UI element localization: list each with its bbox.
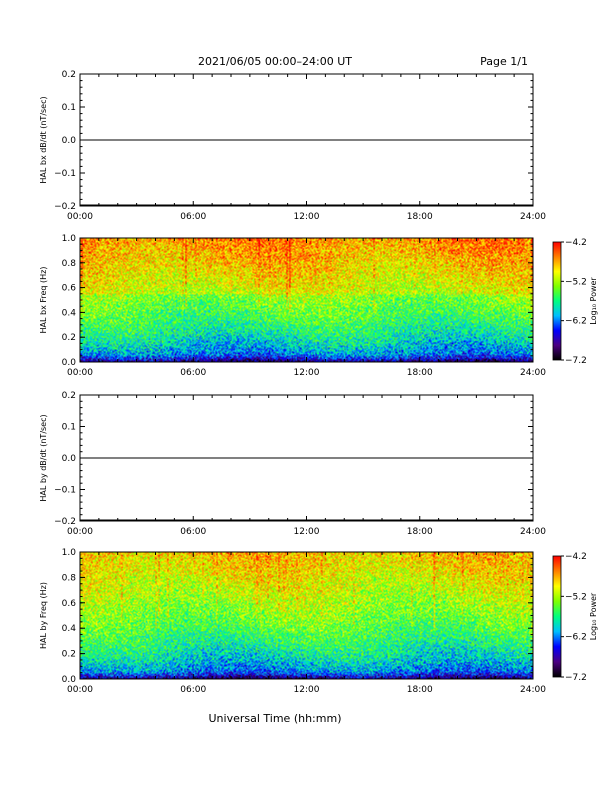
y-tick-label: 1.0 (62, 548, 77, 558)
x-tick-label: 12:00 (294, 527, 320, 537)
x-tick-label: 00:00 (67, 368, 93, 378)
y-tick-label: 0.1 (62, 103, 76, 113)
colorbar-label: Log₁₀ Power (589, 277, 598, 325)
spectrogram-image (80, 238, 533, 362)
y-tick-label: 0.0 (62, 454, 77, 464)
y-tick-label: −0.1 (54, 486, 76, 496)
y-tick-label: 0.2 (62, 70, 76, 80)
spectrogram-image (80, 552, 533, 679)
x-tick-label: 18:00 (407, 368, 433, 378)
colorbar-tick-label: −4.2 (565, 552, 587, 562)
colorbar-tick-label: −5.2 (565, 277, 587, 287)
colorbar-tick-label: −6.2 (565, 317, 587, 327)
panels-group: 00:00 06:00 12:00 18:00 24:00 0.2 0.1 0.0 −0.1 −0… (39, 70, 598, 695)
y-tick-label: 0.6 (62, 599, 77, 609)
y-tick-label: −0.2 (54, 517, 76, 527)
y-tick-label: 0.4 (62, 308, 77, 318)
y-axis-label: HAL by dB/dt (nT/sec) (39, 414, 48, 501)
panel-1: 00:00 06:00 12:00 18:00 24:00 0.2 0.1 0.0 −0.1 −0… (39, 70, 546, 222)
x-tick-label: 18:00 (407, 527, 433, 537)
y-tick-label: 1.0 (62, 234, 77, 244)
y-axis-label: HAL by Freq (Hz) (39, 582, 48, 649)
y-tick-label: 0.6 (62, 284, 77, 294)
x-axis-title: Universal Time (hh:mm) (209, 712, 342, 725)
y-tick-label: 0.0 (62, 136, 77, 146)
y-tick-label: 0.0 (62, 358, 77, 368)
x-tick-label: 06:00 (180, 368, 206, 378)
y-tick-label: 0.2 (62, 333, 76, 343)
y-tick-label: 0.2 (62, 650, 76, 660)
x-tick-label: 24:00 (520, 368, 546, 378)
colorbar-label: Log₁₀ Power (589, 592, 598, 640)
x-tick-label: 06:00 (180, 212, 206, 222)
y-tick-label: −0.1 (54, 169, 76, 179)
x-tick-label: 24:00 (520, 685, 546, 695)
x-tick-label: 00:00 (67, 527, 93, 537)
colorbar-tick-label: −5.2 (565, 592, 587, 602)
panel-2: −4.2 −5.2 −6.2 −7.2 Log₁₀ Power 00:00 06:00 12:… (39, 234, 598, 378)
x-tick-label: 18:00 (407, 685, 433, 695)
colorbar-tick-label: −4.2 (565, 238, 587, 248)
y-tick-label: 0.4 (62, 624, 77, 634)
header-title: 2021/06/05 00:00–24:00 UT (198, 55, 352, 68)
x-tick-label: 24:00 (520, 527, 546, 537)
panel-3: 00:00 06:00 12:00 18:00 24:00 0.2 0.1 0.0 −0.1 −0… (39, 391, 546, 537)
y-tick-label: −0.2 (54, 202, 76, 212)
panel-4: −4.2 −5.2 −6.2 −7.2 Log₁₀ Power 00:00 06:00 12:… (39, 548, 598, 695)
header-page: Page 1/1 (480, 55, 528, 68)
colorbar-tick-label: −7.2 (565, 673, 587, 683)
y-axis-label: HAL bx dB/dt (nT/sec) (39, 96, 48, 183)
x-tick-label: 12:00 (294, 685, 320, 695)
colorbar (552, 555, 562, 678)
x-tick-label: 12:00 (294, 368, 320, 378)
colorbar-tick-label: −6.2 (565, 633, 587, 643)
x-tick-label: 06:00 (180, 685, 206, 695)
y-tick-label: 0.8 (62, 573, 77, 583)
x-tick-label: 06:00 (180, 527, 206, 537)
y-tick-label: 0.1 (62, 423, 76, 433)
y-tick-label: 0.2 (62, 391, 76, 401)
y-axis-label: HAL bx Freq (Hz) (39, 267, 48, 334)
y-tick-label: 0.0 (62, 675, 77, 685)
x-tick-label: 00:00 (67, 212, 93, 222)
x-tick-label: 24:00 (520, 212, 546, 222)
x-tick-label: 18:00 (407, 212, 433, 222)
x-tick-label: 12:00 (294, 212, 320, 222)
x-tick-label: 00:00 (67, 685, 93, 695)
colorbar-tick-label: −7.2 (565, 356, 587, 366)
colorbar (552, 241, 562, 361)
y-tick-label: 0.8 (62, 259, 77, 269)
